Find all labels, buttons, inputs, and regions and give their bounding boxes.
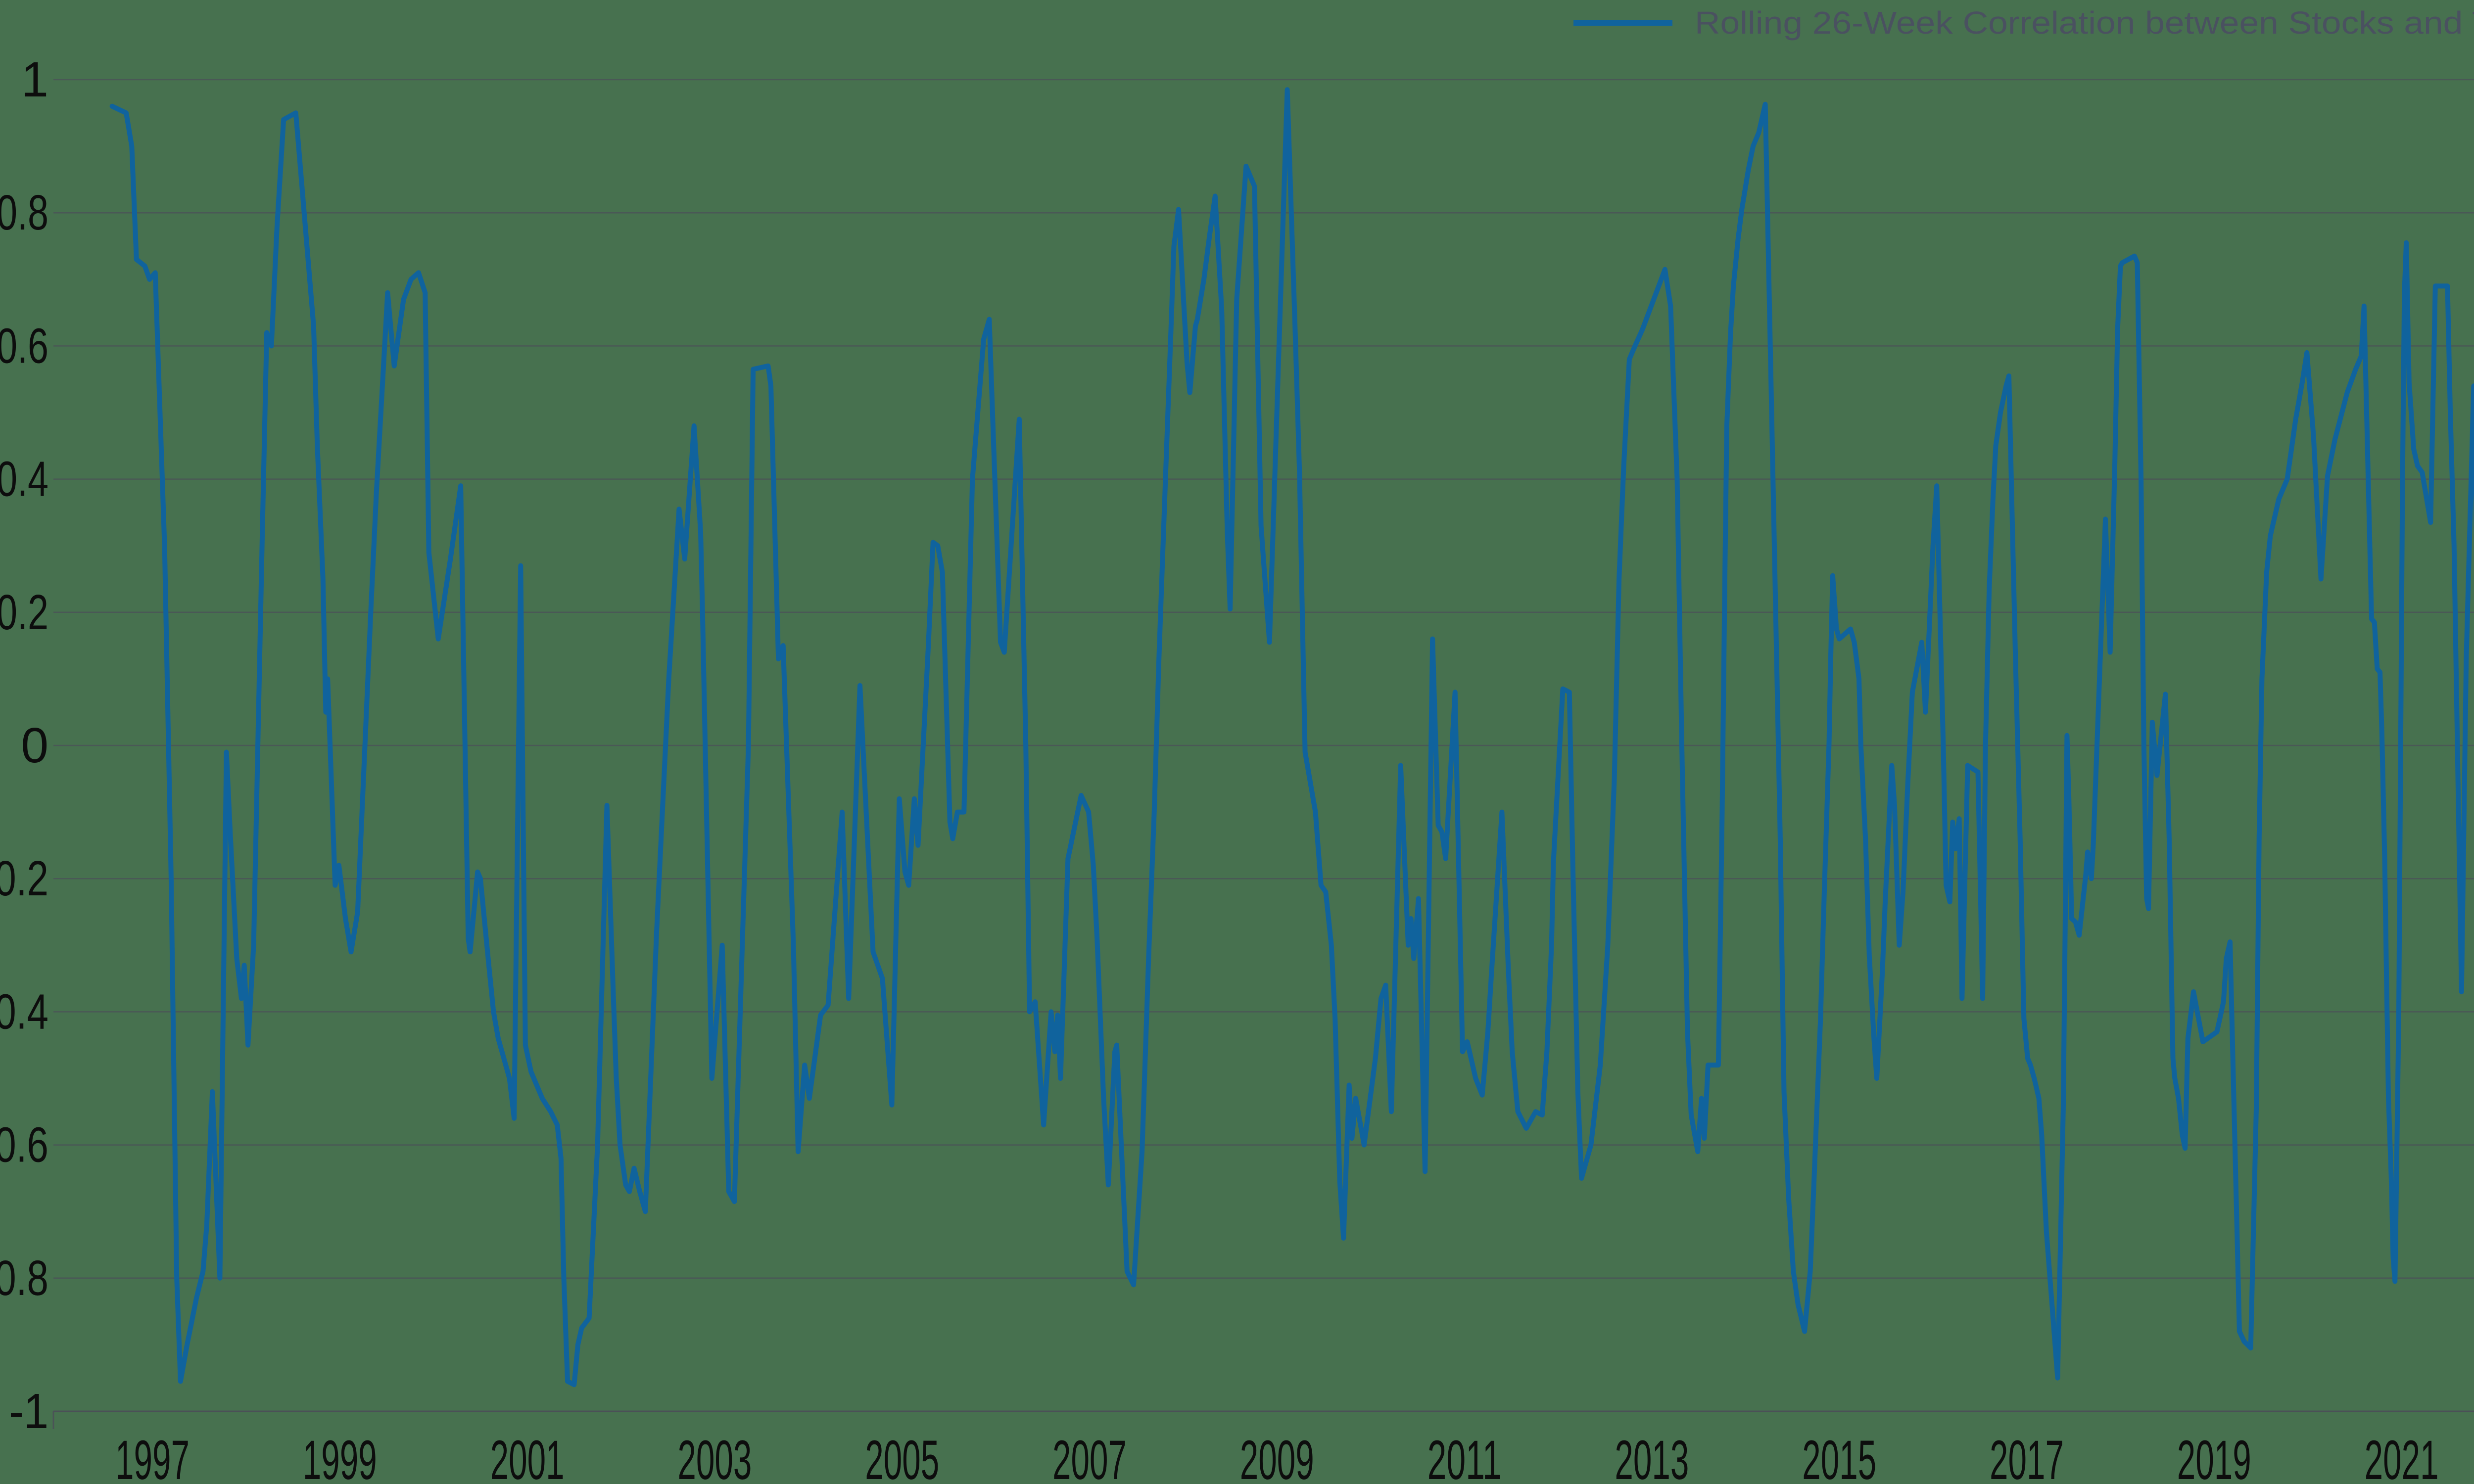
x-axis-tick-label: 2005 [865,1429,939,1484]
legend[interactable]: Rolling 26-Week Correlation between Stoc… [1573,5,2474,41]
y-axis-tick-label: -0.6 [0,1117,48,1173]
y-axis-tick-label: 1 [21,52,48,107]
x-axis-tick-label: 2001 [490,1429,565,1484]
x-axis-tick-label: 2011 [1427,1429,1502,1484]
x-axis-tick-label: 1999 [303,1429,377,1484]
x-axis-tick-label: 2017 [1990,1429,2064,1484]
y-axis-tick-label: 0.8 [0,185,48,240]
y-axis-tick-label: -0.2 [0,851,48,906]
x-axis-tick-label: 1997 [115,1429,190,1484]
x-axis-tick-label: 2007 [1052,1429,1127,1484]
series-group [109,87,2474,1388]
x-axis [52,1410,2474,1429]
y-axis-tick-label: -0.4 [0,984,48,1039]
y-axis-labels: 1 0.8 0.6 0.4 0.2 0 -0.2 -0.4 -0.6 -0.8 -1 [0,52,48,1439]
y-axis-tick-label: 0.4 [0,452,48,507]
correlation-line-series [109,87,2474,1388]
y-axis-tick-label: 0.2 [0,585,48,640]
y-axis-tick-label: -0.8 [0,1251,48,1306]
y-axis-tick-label: 0.6 [0,318,48,373]
y-axis-tick-label: 0 [21,718,48,773]
gridlines [53,79,2474,1412]
y-axis-tick-label: -1 [9,1384,48,1439]
x-axis-labels: 1997 1999 2001 2003 2005 2007 2009 2011 2013 2015… [115,1429,2439,1484]
x-axis-tick-label: 2013 [1615,1429,1689,1484]
x-axis-tick-label: 2003 [677,1429,752,1484]
x-axis-tick-label: 2009 [1240,1429,1314,1484]
x-axis-tick-label: 2019 [2177,1429,2251,1484]
x-axis-tick-label: 2021 [2365,1429,2439,1484]
x-axis-tick-label: 2015 [1802,1429,1876,1484]
legend-label: Rolling 26-Week Correlation between Stoc… [1695,5,2474,41]
